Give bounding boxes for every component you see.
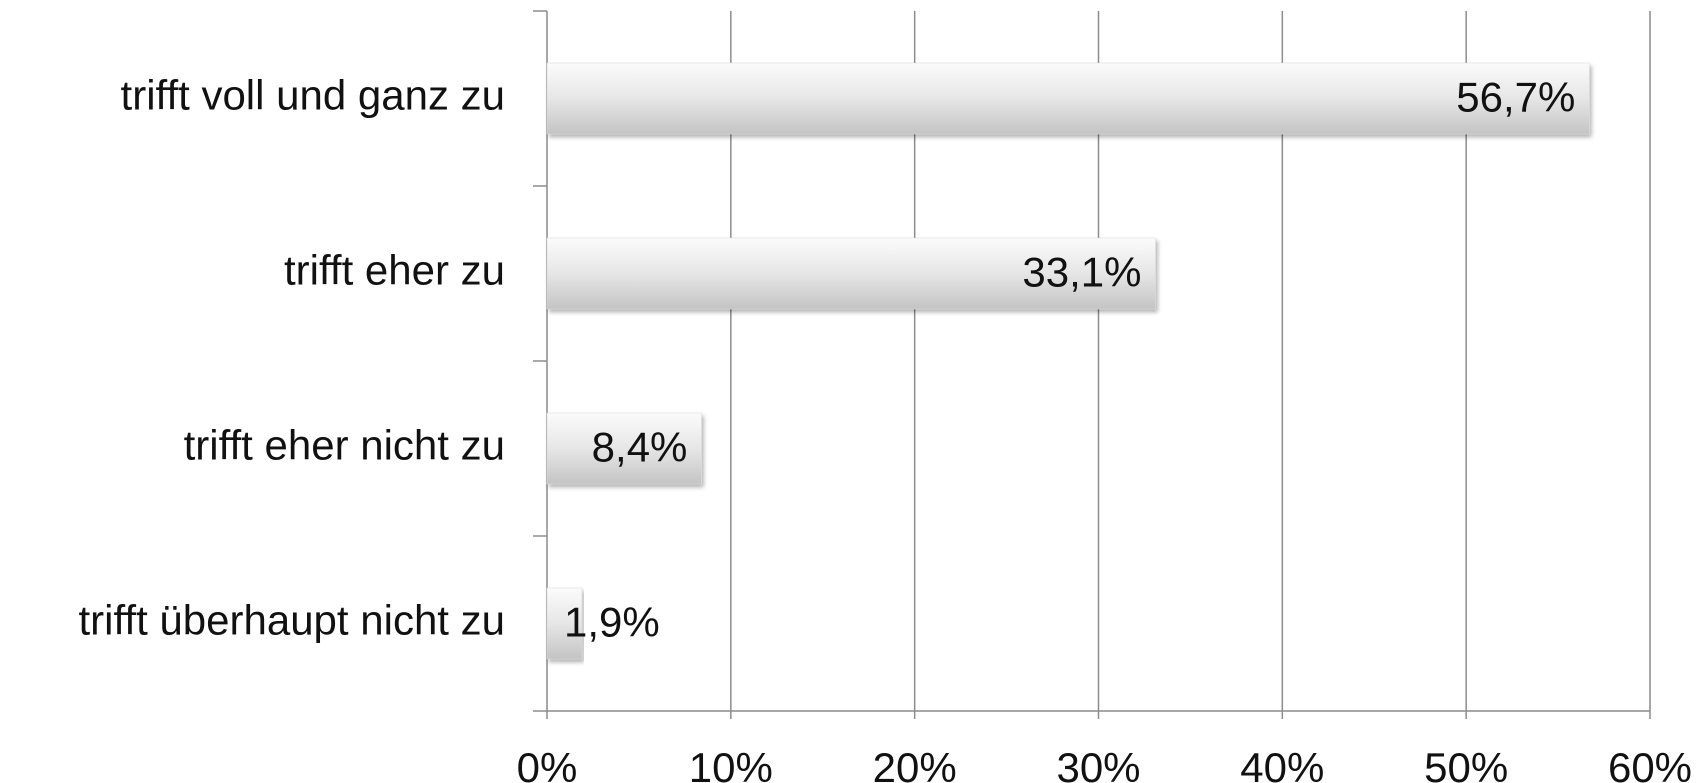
data-label: 8,4% (592, 424, 688, 471)
bar (546, 62, 1590, 135)
data-label: 33,1% (1022, 249, 1141, 296)
x-tick-label: 30% (1056, 744, 1140, 783)
y-tick-label: trifft eher zu (284, 247, 505, 294)
y-tick-label: trifft eher nicht zu (184, 422, 505, 469)
x-tick-label: 10% (689, 744, 773, 783)
y-tick-label: trifft überhaupt nicht zu (79, 597, 505, 644)
x-tick-label: 40% (1240, 744, 1324, 783)
bar (546, 412, 702, 485)
y-tick-label: trifft voll und ganz zu (121, 72, 505, 119)
x-tick-label: 60% (1608, 744, 1692, 783)
data-label: 1,9% (564, 599, 660, 646)
bar (546, 587, 583, 660)
x-tick-label: 50% (1424, 744, 1508, 783)
data-label: 56,7% (1456, 74, 1575, 121)
x-tick-label: 0% (517, 744, 578, 783)
bar (546, 237, 1156, 310)
x-tick-label: 20% (873, 744, 957, 783)
